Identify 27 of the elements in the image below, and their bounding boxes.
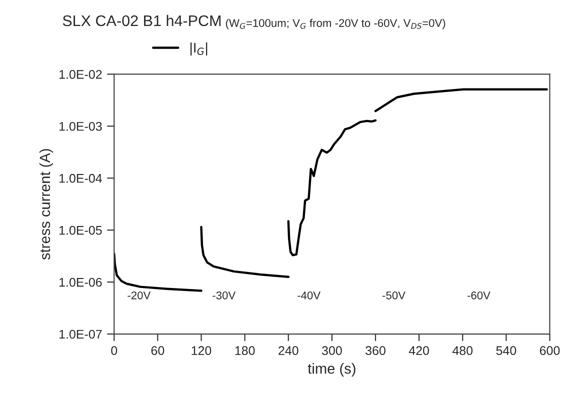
- annotation: -20V: [128, 291, 151, 300]
- x-axis-title: time (s): [308, 363, 356, 377]
- x-tick-label: 300: [322, 346, 342, 356]
- x-tick-label: 540: [496, 346, 516, 356]
- annotation: -30V: [212, 291, 236, 300]
- chart-subtitle: (W$_{G}$=100um; V$_{G}$ from -20V to -60V, V$_{DS}$=0V): [226, 18, 446, 30]
- x-tick-label: 600: [540, 346, 560, 356]
- x-tick-label: 360: [366, 346, 386, 356]
- x-tick-label: 60: [151, 346, 164, 356]
- y-axis-title: stress current (A): [39, 149, 53, 260]
- y-tick-label: 1.0E-06: [60, 278, 102, 287]
- chart-title: SLX CA-02 B1 h4-PCM: [62, 14, 221, 26]
- y-tick-label: 1.0E-03: [60, 122, 102, 131]
- y-tick-label: 1.0E-07: [60, 330, 102, 339]
- x-tick-label: 240: [278, 346, 298, 356]
- annotation: -60V: [467, 291, 490, 300]
- y-tick-label: 1.0E-04: [60, 174, 102, 183]
- x-tick-label: 180: [235, 346, 255, 356]
- annotation: -50V: [382, 291, 406, 300]
- x-tick-label: 120: [192, 346, 212, 356]
- x-tick-label: 480: [452, 346, 473, 356]
- legend-label: |I$_{G}$|: [190, 42, 208, 56]
- x-tick-label: 0: [111, 346, 118, 356]
- x-tick-label: 420: [408, 346, 429, 356]
- annotation: -40V: [298, 291, 321, 300]
- y-tick-label: 1.0E-02: [60, 70, 102, 79]
- y-tick-label: 1.0E-05: [60, 226, 102, 235]
